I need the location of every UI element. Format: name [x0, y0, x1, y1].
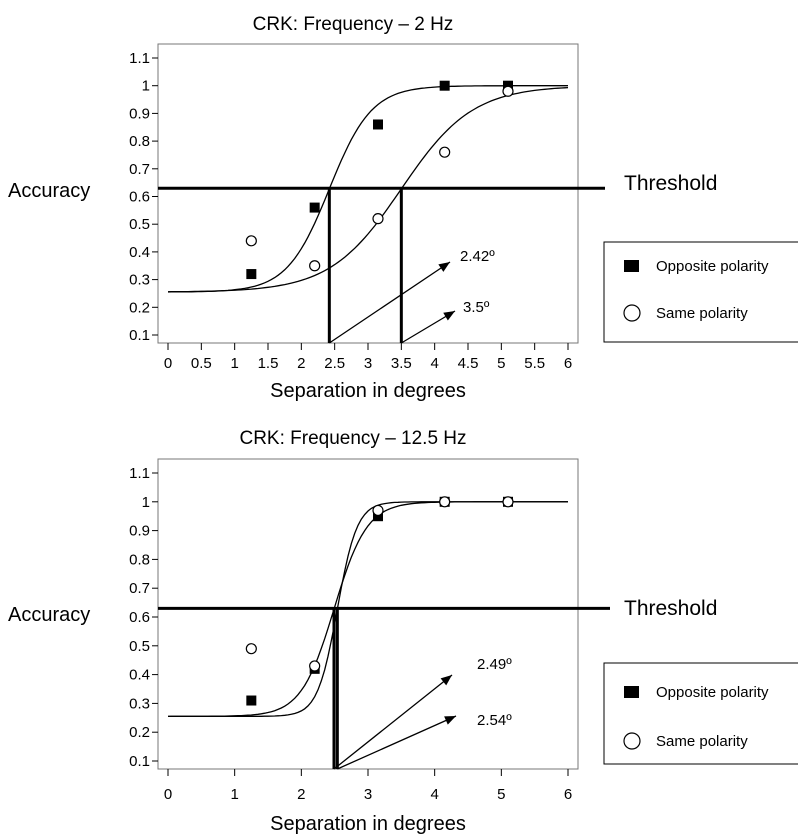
legend-label: Opposite polarity — [656, 258, 769, 275]
x-tick-label: 4 — [430, 786, 438, 803]
y-tick-label: 0.9 — [129, 105, 150, 122]
chart-title: CRK: Frequency – 12.5 Hz — [239, 428, 466, 449]
legend-marker-same — [623, 732, 641, 750]
y-tick-label: 0.2 — [129, 724, 150, 741]
point-same-polarity — [309, 660, 321, 672]
legend-marker-same — [623, 304, 641, 322]
x-axis-label: Separation in degrees — [270, 813, 466, 835]
fit-curve-same — [168, 501, 568, 718]
fit-curve-same — [167, 86, 569, 293]
legend-label: Same polarity — [656, 733, 748, 750]
point-opposite-polarity — [246, 695, 257, 706]
x-tick-label: 0 — [164, 355, 172, 372]
arrow-head — [443, 311, 455, 321]
x-tick-label: 1.5 — [258, 355, 279, 372]
x-tick-label: 0 — [164, 786, 172, 803]
x-tick-label: 4.5 — [458, 355, 479, 372]
threshold-arrow — [337, 715, 457, 770]
point-same-polarity — [245, 643, 257, 655]
point-same-polarity — [502, 496, 514, 508]
y-tick-label: 0.6 — [129, 189, 150, 206]
x-tick-label: 5 — [497, 355, 505, 372]
arrow-head — [444, 716, 456, 725]
plot-frame — [157, 43, 579, 344]
y-tick-label: 0.5 — [129, 638, 150, 655]
y-tick-label: 1.1 — [129, 465, 150, 482]
x-tick-label: 6 — [564, 355, 572, 372]
point-opposite-polarity — [246, 269, 257, 280]
threshold-value-label: 2.42º — [460, 248, 495, 265]
point-same-polarity — [372, 213, 384, 225]
y-tick-label: 0.9 — [129, 523, 150, 540]
x-tick-label: 6 — [564, 786, 572, 803]
arrow-head — [440, 675, 452, 686]
threshold-arrow — [333, 674, 453, 770]
threshold-value-label: 3.5º — [463, 299, 490, 316]
point-opposite-polarity — [373, 511, 383, 522]
legend-label: Opposite polarity — [656, 684, 769, 701]
y-tick-label: 0.4 — [129, 667, 150, 684]
y-axis-label: Accuracy — [8, 604, 90, 626]
point-same-polarity — [309, 260, 321, 272]
x-tick-label: 5 — [497, 786, 505, 803]
y-tick-label: 0.4 — [129, 244, 150, 261]
x-tick-label: 0.5 — [191, 355, 212, 372]
threshold-label: Threshold — [624, 172, 717, 195]
point-same-polarity — [245, 235, 257, 247]
x-tick-label: 1 — [230, 786, 238, 803]
y-tick-label: 0.6 — [129, 609, 150, 626]
x-tick-label: 1 — [230, 355, 238, 372]
x-tick-label: 4 — [430, 355, 438, 372]
point-opposite-polarity — [439, 80, 450, 91]
legend-marker-opposite — [624, 686, 639, 698]
chart-title: CRK: Frequency – 2 Hz — [253, 14, 454, 35]
threshold-arrow — [328, 261, 451, 344]
y-tick-label: 0.3 — [129, 272, 150, 289]
y-tick-label: 0.2 — [129, 299, 150, 316]
threshold-value-label: 2.49º — [477, 656, 512, 673]
point-same-polarity — [502, 85, 514, 97]
y-tick-label: 1.1 — [129, 50, 150, 67]
x-tick-label: 3.5 — [391, 355, 412, 372]
y-tick-label: 0.1 — [129, 327, 150, 344]
threshold-value-label: 2.54º — [477, 712, 512, 729]
arrow-head — [438, 262, 450, 272]
y-tick-label: 0.1 — [129, 753, 150, 770]
y-tick-label: 0.7 — [129, 580, 150, 597]
point-opposite-polarity — [373, 119, 383, 130]
threshold-label: Threshold — [624, 597, 717, 620]
plot-frame — [157, 458, 579, 770]
y-tick-label: 1 — [142, 494, 150, 511]
x-tick-label: 2.5 — [324, 355, 345, 372]
legend-box — [603, 241, 798, 343]
point-same-polarity — [372, 504, 384, 517]
y-tick-label: 0.8 — [129, 551, 150, 568]
point-opposite-polarity — [309, 202, 320, 213]
y-axis-label: Accuracy — [8, 180, 90, 202]
legend-marker-opposite — [624, 260, 639, 272]
y-tick-label: 1 — [142, 78, 150, 95]
point-same-polarity — [439, 146, 451, 158]
panel-12-5hz: CRK: Frequency – 12.5 Hz 0.1 0.2 0.3 0.4 0.5 0… — [8, 428, 798, 835]
legend-label: Same polarity — [656, 305, 748, 322]
y-tick-label: 0.5 — [129, 216, 150, 233]
y-tick-label: 0.7 — [129, 161, 150, 178]
x-axis-label: Separation in degrees — [270, 380, 466, 402]
x-tick-label: 3 — [364, 355, 372, 372]
x-tick-label: 2 — [297, 355, 305, 372]
point-same-polarity — [439, 496, 451, 508]
panel-2hz: CRK: Frequency – 2 Hz 0.1 0.2 0.3 0.4 0.5 0.6 0… — [8, 14, 798, 402]
x-tick-label: 5.5 — [524, 355, 545, 372]
x-tick-label: 3 — [364, 786, 372, 803]
y-tick-label: 0.3 — [129, 695, 150, 712]
y-tick-label: 0.8 — [129, 133, 150, 150]
x-tick-label: 2 — [297, 786, 305, 803]
